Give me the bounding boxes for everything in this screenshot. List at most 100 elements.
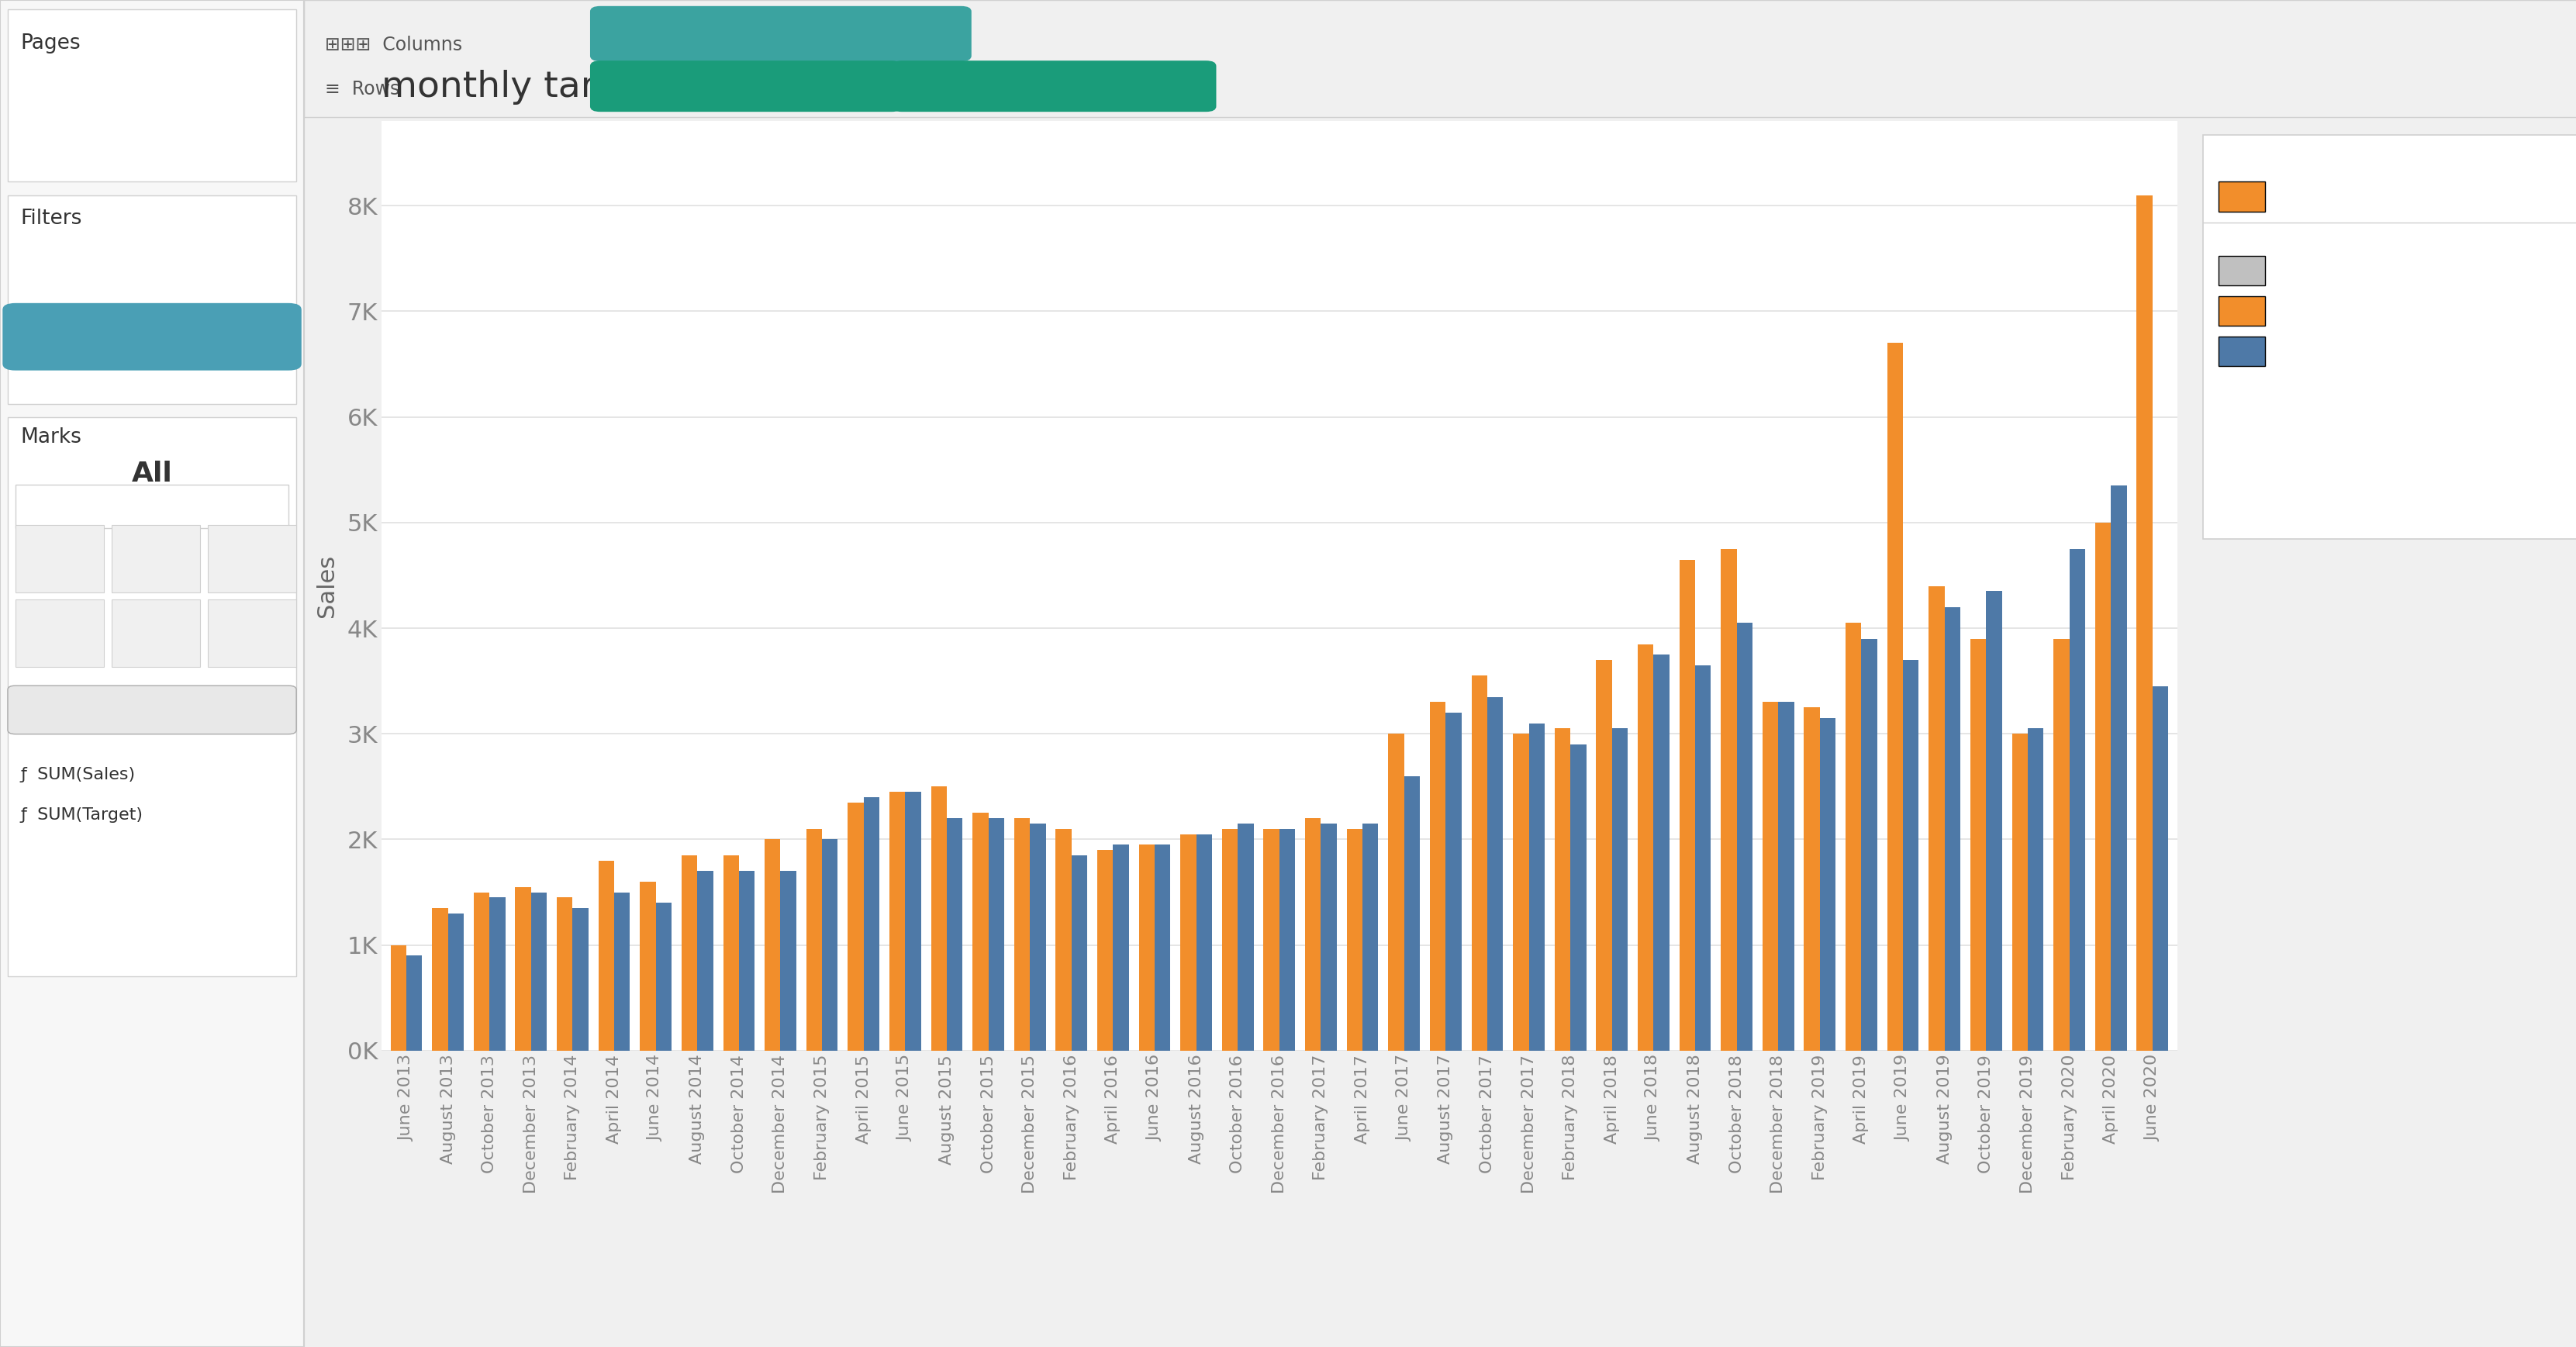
- Bar: [1528, 723, 1543, 1051]
- Bar: [1430, 702, 1445, 1051]
- Bar: [1471, 676, 1486, 1051]
- Text: ⊡: ⊡: [54, 629, 64, 643]
- Text: ▼: ▼: [268, 500, 281, 513]
- Bar: [1030, 823, 1046, 1051]
- Bar: [1945, 607, 1960, 1051]
- Bar: [1321, 823, 1337, 1051]
- Y-axis label: Sales: Sales: [317, 555, 337, 617]
- Bar: [572, 908, 587, 1051]
- Bar: [863, 797, 878, 1051]
- Text: 💬: 💬: [152, 629, 160, 643]
- Bar: [1221, 828, 1236, 1051]
- Bar: [1613, 729, 1628, 1051]
- Bar: [556, 897, 572, 1051]
- Text: ✦ Multiple fields: ✦ Multiple fields: [90, 703, 214, 717]
- Bar: [806, 828, 822, 1051]
- Bar: [639, 882, 654, 1051]
- Bar: [2151, 686, 2166, 1051]
- Bar: [781, 872, 796, 1051]
- Bar: [474, 892, 489, 1051]
- Bar: [1404, 776, 1419, 1051]
- Bar: [989, 818, 1005, 1051]
- Bar: [1306, 818, 1321, 1051]
- Text: —: —: [245, 629, 260, 643]
- Bar: [1347, 828, 1363, 1051]
- Text: Tooltip: Tooltip: [134, 651, 178, 664]
- Text: ≡  Rows: ≡ Rows: [325, 79, 399, 98]
- Bar: [1262, 828, 1278, 1051]
- Text: Company: AAPL: Company: AAPL: [72, 327, 237, 346]
- Bar: [433, 908, 448, 1051]
- Text: False: False: [2282, 302, 2331, 321]
- Bar: [1971, 638, 1986, 1051]
- Text: Path: Path: [237, 651, 265, 664]
- Bar: [1844, 622, 1860, 1051]
- Text: Pages: Pages: [21, 34, 80, 54]
- Text: Target: Target: [2282, 187, 2342, 206]
- Bar: [1512, 734, 1528, 1051]
- Bar: [1056, 828, 1072, 1051]
- Bar: [515, 886, 531, 1051]
- Bar: [1736, 622, 1752, 1051]
- Bar: [1762, 702, 1777, 1051]
- Bar: [1486, 696, 1502, 1051]
- Bar: [2027, 729, 2043, 1051]
- Bar: [945, 818, 963, 1051]
- Text: Measure Names: Measure Names: [2218, 166, 2383, 186]
- Bar: [1986, 591, 2002, 1051]
- Text: T: T: [247, 552, 258, 566]
- Bar: [930, 787, 945, 1051]
- Bar: [1929, 586, 1945, 1051]
- Text: monthly target over time for apple: monthly target over time for apple: [381, 70, 1018, 105]
- Text: ○: ○: [149, 552, 162, 566]
- Bar: [1072, 855, 1087, 1051]
- Bar: [724, 855, 739, 1051]
- Bar: [2053, 638, 2069, 1051]
- Text: ●●: ●●: [46, 552, 72, 566]
- Bar: [1097, 850, 1113, 1051]
- Bar: [848, 803, 863, 1051]
- Bar: [1195, 834, 1211, 1051]
- Bar: [1886, 343, 1904, 1051]
- Bar: [1154, 845, 1170, 1051]
- Bar: [2110, 486, 2125, 1051]
- Text: ƒ  SUM(Target): ƒ SUM(Target): [21, 807, 144, 823]
- Bar: [2069, 550, 2084, 1051]
- Bar: [1388, 734, 1404, 1051]
- Bar: [822, 839, 837, 1051]
- Bar: [889, 792, 904, 1051]
- Bar: [1638, 644, 1654, 1051]
- Bar: [1819, 718, 1834, 1051]
- Bar: [654, 902, 672, 1051]
- Bar: [1569, 745, 1587, 1051]
- Text: ⊞ MONTH(Month/Y...: ⊞ MONTH(Month/Y...: [693, 26, 868, 40]
- Bar: [1180, 834, 1195, 1051]
- Text: Filters: Filters: [21, 209, 82, 229]
- Bar: [1363, 823, 1378, 1051]
- Bar: [489, 897, 505, 1051]
- Text: Color: Color: [44, 575, 77, 589]
- Bar: [680, 855, 698, 1051]
- Bar: [1113, 845, 1128, 1051]
- Text: ⊞⊞⊞  Columns: ⊞⊞⊞ Columns: [325, 36, 461, 54]
- Bar: [739, 872, 755, 1051]
- Bar: [1654, 655, 1669, 1051]
- Bar: [531, 892, 546, 1051]
- Bar: [1236, 823, 1252, 1051]
- Bar: [698, 872, 714, 1051]
- Text: SUM(Sales): SUM(Sales): [696, 78, 793, 94]
- Text: Detail: Detail: [41, 651, 80, 664]
- Bar: [1904, 660, 1919, 1051]
- Bar: [971, 814, 989, 1051]
- Bar: [904, 792, 920, 1051]
- Bar: [598, 861, 613, 1051]
- Text: Multiple: Multiple: [103, 498, 173, 515]
- Bar: [1278, 828, 1296, 1051]
- Bar: [1595, 660, 1613, 1051]
- Bar: [613, 892, 629, 1051]
- Bar: [448, 913, 464, 1051]
- Text: Label: Label: [234, 575, 270, 589]
- Bar: [1721, 550, 1736, 1051]
- Bar: [1695, 665, 1710, 1051]
- Bar: [2012, 734, 2027, 1051]
